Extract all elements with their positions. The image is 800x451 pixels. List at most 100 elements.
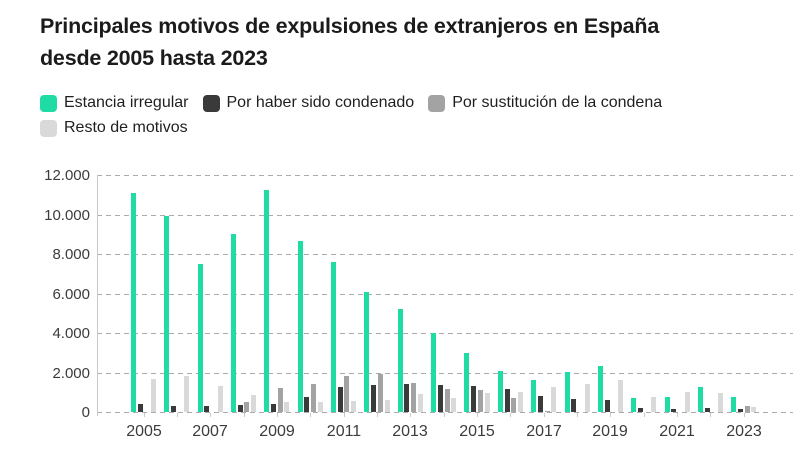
- bar-2015-series-3: [477, 390, 483, 412]
- bar-2023-series-3: [744, 406, 750, 412]
- x-axis-tick-mark: [710, 413, 711, 417]
- bar-2015-series-2: [471, 386, 477, 412]
- y-axis-tick-label: 2.000: [52, 365, 90, 382]
- bar-2012-series-2: [371, 385, 377, 412]
- x-axis-tick-mark: [144, 413, 145, 417]
- bar-2019-series-2: [604, 400, 610, 412]
- bar-2011-series-1: [331, 262, 337, 412]
- x-axis-tick-mark: [177, 413, 178, 417]
- bar-2023-series-4: [751, 407, 757, 412]
- chart-title-line-1: Principales motivos de expulsiones de ex…: [40, 14, 660, 38]
- gridline-8.000: [97, 254, 793, 255]
- legend-item-label: Por sustitución de la condena: [452, 94, 663, 111]
- bar-2013-series-4: [417, 394, 423, 412]
- x-axis-tick-label: 2007: [192, 423, 228, 440]
- bar-2014-series-4: [451, 398, 457, 412]
- bar-2015-series-1: [464, 353, 470, 412]
- legend-item-label: Por haber sido condenado: [226, 94, 415, 111]
- bar-2023-series-2: [738, 409, 743, 412]
- bar-chart: 0 2.000 4.000 6.000 8.000 10.000 12.000 2005 200…: [0, 160, 800, 451]
- bar-2006-series-4: [184, 376, 190, 412]
- x-axis-tick-mark: [310, 413, 311, 417]
- legend-item-1: Estancia irregular: [40, 94, 189, 112]
- bar-2009-series-3: [277, 388, 283, 412]
- bar-2008-series-2: [237, 405, 243, 412]
- x-axis-tick-mark: [544, 413, 545, 417]
- x-axis-tick-mark: [477, 413, 478, 417]
- x-axis-tick-label: 2005: [126, 423, 162, 440]
- bar-2021-series-1: [664, 397, 670, 412]
- x-axis-tick-mark: [244, 413, 245, 417]
- x-axis-tick-mark: [444, 413, 445, 417]
- x-axis-tick-label: 2023: [726, 423, 762, 440]
- bar-2022-series-4: [718, 393, 723, 412]
- bar-2017-series-3: [544, 411, 550, 412]
- bar-2014-series-2: [437, 385, 443, 412]
- gridline-4.000: [97, 333, 793, 334]
- bar-2012-series-4: [384, 400, 390, 412]
- y-axis-tick-label: 8.000: [52, 246, 90, 263]
- x-axis-tick-mark: [644, 413, 645, 417]
- bar-2008-series-3: [244, 402, 250, 412]
- x-axis-tick-label: 2009: [259, 423, 295, 440]
- x-axis-tick-label: 2011: [326, 423, 362, 440]
- bar-2020-series-4: [651, 397, 657, 412]
- bar-2015-series-4: [484, 393, 490, 412]
- gridline-2.000: [97, 373, 793, 374]
- bar-2018-series-1: [564, 372, 570, 412]
- bar-2014-series-1: [431, 333, 437, 412]
- bar-2013-series-3: [411, 383, 417, 412]
- x-axis-tick-label: 2019: [592, 423, 628, 440]
- legend-item-label: Estancia irregular: [64, 94, 189, 111]
- bar-2016-series-4: [517, 392, 523, 412]
- y-axis-tick-label: 4.000: [52, 325, 90, 342]
- bar-2007-series-2: [204, 406, 210, 412]
- bar-2017-series-2: [537, 396, 543, 412]
- legend-swatch-icon: [40, 94, 57, 112]
- legend-swatch-icon: [202, 94, 220, 112]
- bar-2011-series-2: [337, 387, 343, 412]
- bar-2008-series-4: [251, 395, 257, 412]
- y-axis-line: [97, 175, 98, 416]
- bar-2010-series-3: [311, 384, 317, 412]
- bar-2005-series-2: [137, 404, 143, 412]
- x-axis-tick-label: 2021: [659, 423, 695, 440]
- x-axis-tick-mark: [677, 413, 678, 417]
- gridline-12.000: [97, 175, 793, 176]
- y-axis-tick-label: 0: [81, 404, 90, 421]
- bar-2013-series-1: [397, 309, 403, 412]
- bar-2017-series-4: [551, 387, 557, 412]
- gridline-6.000: [97, 294, 793, 295]
- legend-item-label: Resto de motivos: [64, 119, 188, 136]
- bar-2007-series-1: [197, 264, 203, 412]
- bar-2017-series-1: [531, 380, 537, 412]
- bar-2021-series-4: [684, 392, 690, 412]
- bar-2005-series-4: [151, 379, 156, 412]
- bar-2010-series-1: [297, 241, 303, 412]
- legend-item-2: Por haber sido condenado: [202, 94, 415, 112]
- bar-2016-series-1: [497, 371, 503, 412]
- bar-2010-series-4: [317, 402, 323, 412]
- x-axis-tick-label: 2013: [392, 423, 428, 440]
- legend: Estancia irregular Por haber sido condena…: [40, 94, 790, 137]
- bar-2009-series-1: [264, 190, 270, 412]
- x-axis-tick-mark: [210, 413, 211, 417]
- bar-2023-series-1: [731, 397, 737, 412]
- gridline-10.000: [97, 215, 793, 216]
- y-axis-tick-label: 6.000: [52, 286, 90, 303]
- x-axis-tick-mark: [744, 413, 745, 417]
- bar-2019-series-1: [597, 366, 603, 412]
- legend-item-3: Por sustitución de la condena: [428, 94, 662, 112]
- bar-2008-series-1: [231, 234, 236, 412]
- bar-2020-series-1: [631, 398, 637, 412]
- bar-2013-series-2: [404, 384, 410, 412]
- bar-2018-series-2: [571, 399, 577, 412]
- bar-2009-series-2: [271, 404, 276, 412]
- legend-swatch-icon: [40, 119, 57, 137]
- bar-2019-series-4: [618, 380, 623, 412]
- bar-2022-series-1: [697, 387, 703, 412]
- x-axis-tick-mark: [277, 413, 278, 417]
- bar-2007-series-4: [217, 386, 223, 412]
- bar-2022-series-2: [704, 408, 710, 412]
- bar-2020-series-2: [637, 408, 643, 412]
